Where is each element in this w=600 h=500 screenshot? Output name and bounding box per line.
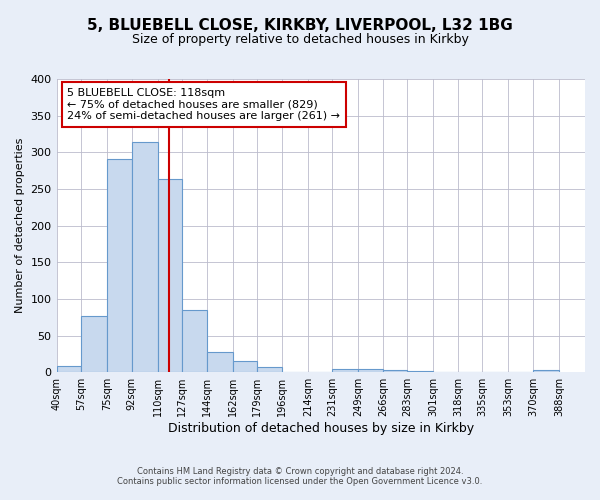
Bar [56,366,81,372]
Text: Contains public sector information licensed under the Open Government Licence v3: Contains public sector information licen… [118,477,482,486]
Bar [383,370,407,372]
Bar [107,159,131,372]
Bar [257,367,282,372]
Bar [332,368,358,372]
Text: Contains HM Land Registry data © Crown copyright and database right 2024.: Contains HM Land Registry data © Crown c… [137,467,463,476]
Bar [358,370,383,372]
Bar [533,370,559,372]
Text: Size of property relative to detached houses in Kirkby: Size of property relative to detached ho… [131,32,469,46]
X-axis label: Distribution of detached houses by size in Kirkby: Distribution of detached houses by size … [168,422,474,435]
Y-axis label: Number of detached properties: Number of detached properties [15,138,25,314]
Text: 5, BLUEBELL CLOSE, KIRKBY, LIVERPOOL, L32 1BG: 5, BLUEBELL CLOSE, KIRKBY, LIVERPOOL, L3… [87,18,513,32]
Bar [131,142,158,372]
Bar [233,361,257,372]
Bar [407,370,433,372]
Text: 5 BLUEBELL CLOSE: 118sqm
← 75% of detached houses are smaller (829)
24% of semi-: 5 BLUEBELL CLOSE: 118sqm ← 75% of detach… [67,88,340,121]
Bar [182,310,207,372]
Bar [81,316,107,372]
Bar [207,352,233,372]
Bar [158,180,182,372]
